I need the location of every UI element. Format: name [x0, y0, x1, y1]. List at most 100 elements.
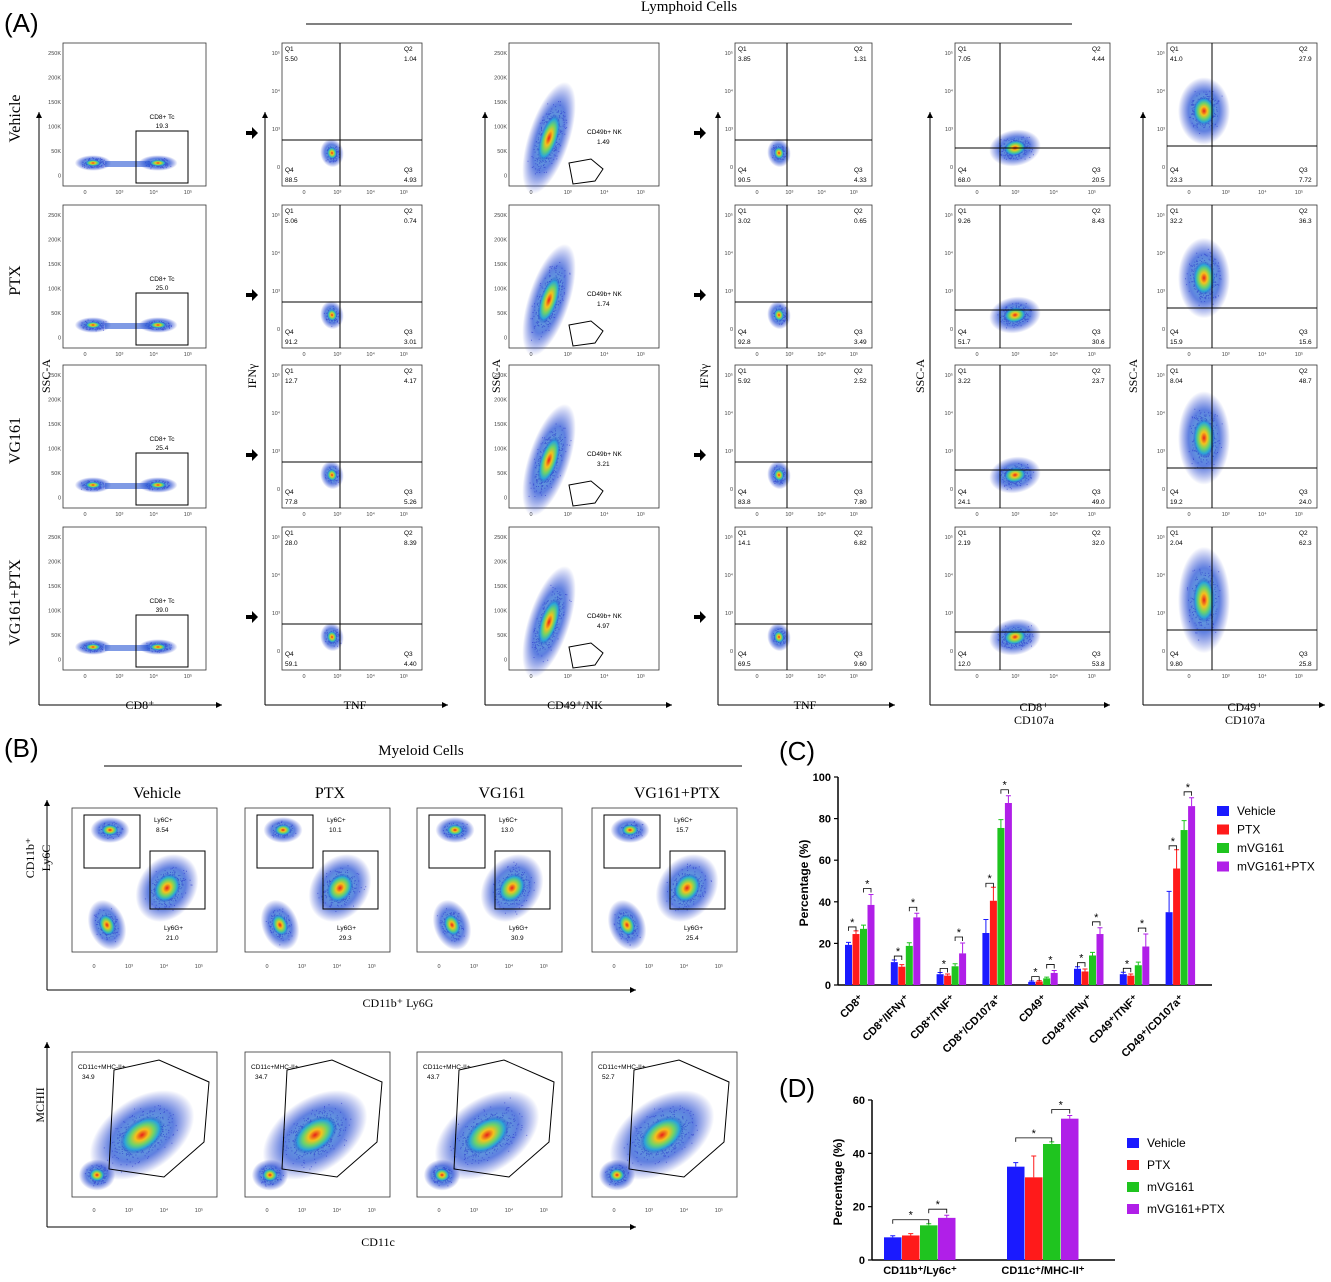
axis-x-label-bottom: CD11c — [361, 1235, 395, 1249]
y-tick-1: 10⁴ — [1157, 410, 1166, 417]
population-ssc-smear-core — [537, 598, 561, 646]
y-tick-label-3: 60 — [853, 1095, 865, 1107]
x-tick-2: 10⁴ — [333, 963, 342, 970]
y-tick-1: 10⁴ — [945, 88, 954, 95]
quadrant-value-1: 6.82 — [854, 540, 867, 547]
axis-x-arrow-3-head — [889, 702, 895, 708]
x-tick-3: 10⁵ — [1295, 351, 1303, 358]
quadrant-value-1: 32.0 — [1092, 540, 1105, 547]
significance-star-6-0: * — [1125, 958, 1130, 970]
mhc-label: CD11c+MHC-II+ — [598, 1064, 646, 1071]
gate-ly6g — [322, 850, 379, 910]
quadrant-name-2: Q3 — [404, 489, 413, 496]
population-ly6g-core — [153, 873, 181, 903]
quadrant-value-1: 8.39 — [404, 540, 417, 547]
error-bar-1-1 — [1031, 1155, 1037, 1178]
x-tick-3: 10⁵ — [400, 189, 408, 196]
axis-x-label-0: CD8⁺ — [125, 698, 154, 712]
quadrant-value-1: 48.7 — [1299, 378, 1312, 385]
population-ly6c-core — [621, 824, 639, 836]
error-bar-1-0 — [891, 959, 897, 963]
x-tick-1: 10³ — [333, 190, 341, 196]
row-3-arrow-1 — [694, 611, 706, 623]
quadrant-value-0: 41.0 — [1170, 56, 1183, 63]
significance-bracket-3-1 — [1000, 789, 1009, 794]
mhc-value: 34.7 — [255, 1074, 268, 1081]
y-tick-3: 0 — [950, 649, 953, 655]
column-title-3: VG161+PTX — [634, 785, 721, 802]
y-tick-1: 10⁴ — [1157, 250, 1166, 257]
y-tick-1: 10⁴ — [725, 410, 734, 417]
bar-3-1 — [989, 900, 997, 985]
x-tick-3: 10⁵ — [195, 963, 203, 970]
population-ssc-smear-core — [537, 114, 561, 162]
x-tick-1: 10³ — [125, 964, 133, 970]
bar-4-2 — [1043, 978, 1051, 985]
significance-bracket-0-0 — [892, 1219, 930, 1224]
significance-bracket-2-1 — [954, 936, 963, 941]
x-tick-1: 10³ — [115, 352, 123, 358]
axis-y-label-top-2: Ly6C — [39, 845, 53, 872]
bar-5-3 — [1096, 934, 1104, 985]
x-tick-1: 10³ — [125, 1208, 133, 1214]
y-tick-2: 150K — [48, 584, 61, 590]
x-tick-1: 10³ — [564, 512, 572, 518]
bar-7-0 — [1165, 912, 1173, 985]
gate-value: 39.0 — [156, 607, 169, 614]
ly6g-label: Ly6G+ — [164, 925, 183, 932]
quadrant-name-2: Q3 — [854, 651, 863, 658]
flow-plot-r3-c2: 0 10³ 10⁴ 10⁵ CD49b+ NK 4.97 250K 200K 150K 100K 5… — [494, 526, 660, 680]
flow-plot-r2-c3: 0 10³ 10⁴ 10⁵ Q1 5.92 Q2 2.52 Q3 7.80 Q4 83.8 10⁵ 10⁴… — [725, 364, 873, 518]
quadrant-name-1: Q2 — [404, 368, 413, 375]
quadrant-name-3: Q4 — [738, 167, 747, 174]
flow-plot-r0-c3: 0 10³ 10⁴ 10⁵ Q1 3.85 Q2 1.31 Q3 4.33 Q4 90.5 10⁵ 10⁴… — [725, 42, 873, 196]
row-label-0: Vehicle — [7, 95, 24, 143]
quadrant-value-3: 24.1 — [958, 499, 971, 506]
bar-6-3 — [1142, 946, 1150, 985]
quadrant-name-3: Q4 — [285, 167, 294, 174]
y-tick-4: 50K — [497, 311, 507, 317]
quadrant-value-2: 9.60 — [854, 661, 867, 668]
flow-plot-r1-c4: 0 10³ 10⁴ 10⁵ Q1 9.26 Q2 8.43 Q3 30.6 Q4 51.7 10⁵ 10⁴… — [945, 204, 1111, 358]
quadrant-name-1: Q2 — [854, 530, 863, 537]
y-tick-0: 10⁵ — [1157, 534, 1165, 541]
y-tick-4: 50K — [51, 311, 61, 317]
quadrant-value-2: 3.49 — [854, 339, 867, 346]
x-tick-0: 0 — [975, 190, 978, 196]
bar-3-0 — [982, 933, 990, 985]
quadrant-value-3: 59.1 — [285, 661, 298, 668]
x-tick-1: 10³ — [1011, 352, 1019, 358]
column-title-2: VG161 — [478, 785, 525, 802]
y-tick-2: 150K — [494, 584, 507, 590]
ly6g-value: 29.3 — [339, 935, 352, 942]
quadrant-value-0: 3.85 — [738, 56, 751, 63]
quadrant-value-3: 88.5 — [285, 177, 298, 184]
quadrant-name-2: Q3 — [404, 329, 413, 336]
quadrant-value-2: 25.8 — [1299, 661, 1312, 668]
y-tick-2: 150K — [48, 100, 61, 106]
quadrant-value-1: 36.3 — [1299, 218, 1312, 225]
x-tick-0: 0 — [755, 512, 758, 518]
quadrant-name-1: Q2 — [854, 46, 863, 53]
bar-0-0 — [845, 944, 852, 985]
quadrant-name-3: Q4 — [958, 329, 967, 336]
y-tick-1: 10⁴ — [272, 250, 281, 257]
bar-5-1 — [1081, 971, 1089, 985]
quadrant-name-0: Q1 — [738, 368, 747, 375]
population-ly6c — [90, 817, 130, 843]
gate-ly6c — [603, 814, 661, 869]
population-ly6g-core — [326, 873, 354, 903]
y-tick-5: 0 — [58, 174, 61, 180]
population-events-core — [1193, 96, 1215, 126]
population-low-events — [436, 908, 465, 942]
x-tick-1: 10³ — [1011, 190, 1019, 196]
x-tick-0: 0 — [975, 674, 978, 680]
x-tick-3: 10⁵ — [637, 511, 645, 518]
myeloid-ly6-plot-1: Ly6C+ 10.1 Ly6G+ 29.3 0 10³ 10⁴ 10⁵ — [244, 807, 391, 970]
plot-frame — [954, 42, 1111, 187]
population-bridge — [105, 323, 150, 329]
error-bar-0-2 — [861, 924, 866, 929]
mhc-value: 52.7 — [602, 1074, 615, 1081]
y-tick-0: 250K — [494, 213, 507, 219]
